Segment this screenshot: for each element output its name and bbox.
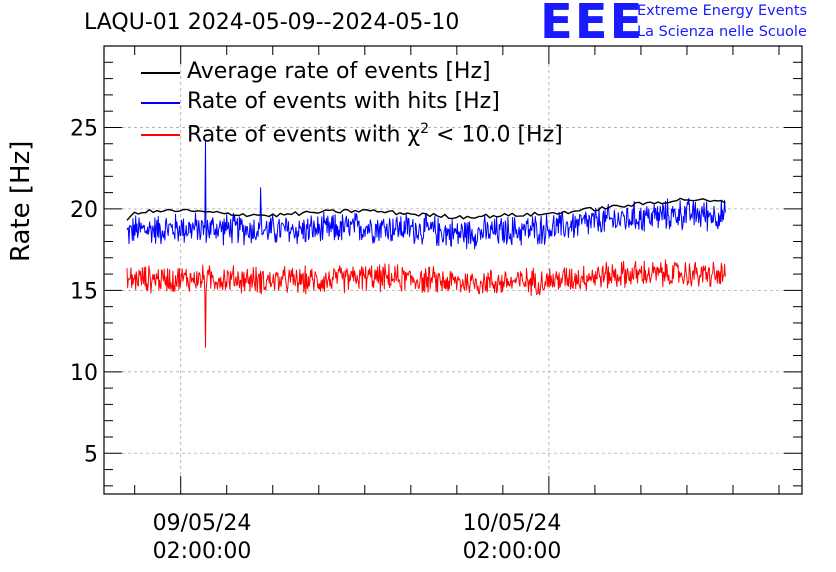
y-tick-label-1: 10 bbox=[70, 361, 98, 386]
legend-lines bbox=[141, 72, 180, 136]
legend-avg-label: Average rate of events [Hz] bbox=[187, 59, 491, 84]
axis-ticks bbox=[104, 46, 802, 494]
x-tick-label-0: 09/05/24 02:00:00 bbox=[142, 510, 262, 566]
series-line-1 bbox=[126, 140, 726, 250]
logo-line-1: Extreme Energy Events bbox=[637, 3, 808, 19]
series-line-2 bbox=[126, 259, 726, 348]
legend-chi-prefix: Rate of events with bbox=[187, 122, 408, 148]
x-tick-label-1: 10/05/24 02:00:00 bbox=[452, 510, 572, 566]
y-axis-label: Rate [Hz] bbox=[6, 140, 36, 262]
x-tick-date-0: 09/05/24 bbox=[152, 511, 252, 536]
legend-chi-suffix: < 10.0 [Hz] bbox=[429, 122, 563, 148]
legend-chi-label: Rate of events with χ2 < 10.0 [Hz] bbox=[187, 121, 563, 147]
x-tick-date-1: 10/05/24 bbox=[462, 511, 562, 536]
legend-chi-exponent: 2 bbox=[420, 121, 430, 137]
y-tick-label-3: 20 bbox=[70, 198, 98, 223]
y-tick-label-4: 25 bbox=[70, 116, 98, 141]
grid-lines bbox=[104, 46, 802, 494]
eee-logo: EEE bbox=[540, 0, 645, 50]
y-tick-label-0: 5 bbox=[84, 442, 98, 467]
x-tick-time-1: 02:00:00 bbox=[462, 539, 562, 564]
y-tick-labels: 5 10 15 20 25 bbox=[70, 116, 98, 467]
logo-line-2: La Scienza nelle Scuole bbox=[637, 24, 807, 40]
legend-hits-label: Rate of events with hits [Hz] bbox=[187, 89, 500, 114]
x-tick-time-0: 02:00:00 bbox=[152, 539, 252, 564]
y-tick-label-2: 15 bbox=[70, 279, 98, 304]
legend-chi-symbol: χ bbox=[407, 122, 421, 148]
series-group bbox=[126, 140, 726, 348]
series-line-0 bbox=[126, 197, 726, 221]
plot-frame bbox=[103, 45, 803, 495]
chart-title: LAQU-01 2024-05-09--2024-05-10 bbox=[84, 10, 460, 35]
